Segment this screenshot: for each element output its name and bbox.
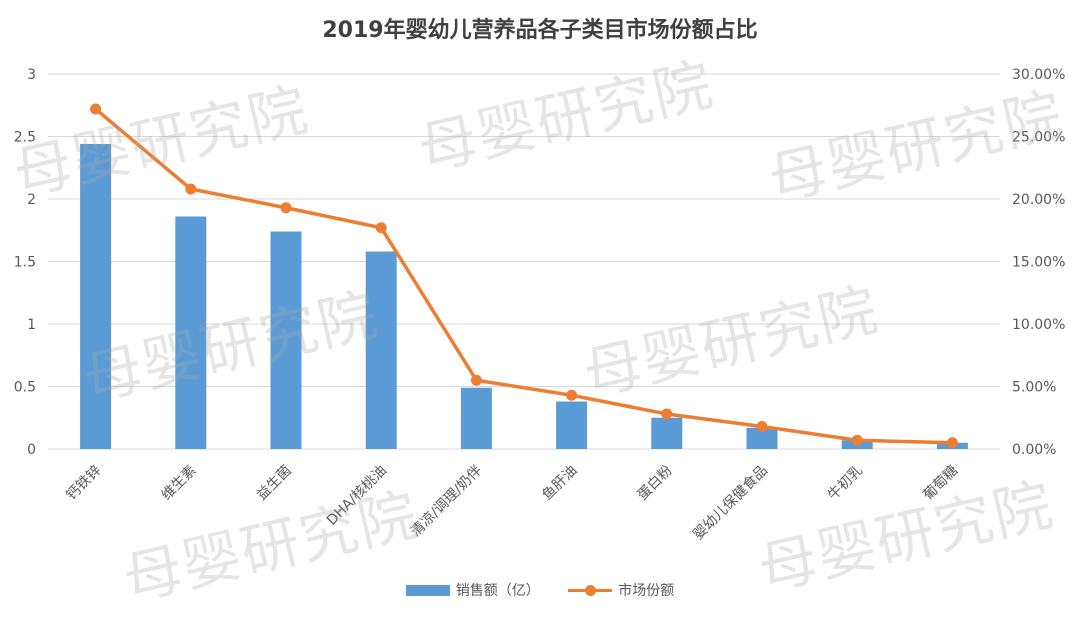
category-labels: 钙铁锌 维生素 益生菌 DHA/核桃油 清凉/调理/奶伴 鱼肝油 蛋白粉 婴幼儿保健食品 牛初乳… (63, 462, 961, 543)
bar (460, 387, 492, 449)
legend-label-line: 市场份额 (618, 583, 675, 599)
line-point (566, 389, 578, 401)
line-point (375, 222, 387, 234)
right-tick-label: 20.00% (1012, 192, 1065, 208)
right-tick-label: 15.00% (1012, 255, 1065, 271)
legend-item-bar: 销售额（亿） (405, 580, 540, 600)
line-point (661, 408, 673, 420)
category-label: 蛋白粉 (635, 463, 676, 504)
left-tick-label: 0.5 (14, 380, 36, 396)
line-point (90, 103, 102, 115)
right-axis-ticks: 0.00% 5.00% 10.00% 15.00% 20.00% 25.00% 30.00% (1012, 67, 1065, 458)
category-label: 维生素 (159, 463, 200, 504)
bar (175, 216, 207, 449)
legend-item-line: 市场份额 (568, 580, 674, 600)
right-tick-label: 0.00% (1012, 442, 1056, 458)
line-series (90, 103, 958, 449)
left-tick-label: 3 (27, 67, 36, 83)
category-label: 牛初乳 (824, 462, 866, 504)
left-tick-label: 1 (27, 317, 36, 333)
category-label: 清凉/调理/奶伴 (408, 463, 485, 540)
left-tick-label: 1.5 (14, 255, 36, 271)
line-point (185, 183, 197, 195)
bar (651, 417, 683, 449)
right-tick-label: 10.00% (1012, 317, 1065, 333)
right-tick-label: 25.00% (1012, 130, 1065, 146)
bar (556, 401, 588, 449)
category-label: DHA/核桃油 (324, 463, 390, 529)
left-tick-label: 2 (27, 192, 36, 208)
category-label: 鱼肝油 (539, 462, 581, 504)
line-point (851, 434, 863, 446)
legend: 销售额（亿） 市场份额 (0, 580, 1080, 600)
bar (365, 251, 397, 449)
category-label: 婴幼儿保健食品 (690, 462, 771, 543)
line-point (756, 421, 768, 432)
right-tick-label: 30.00% (1012, 67, 1065, 83)
series-line (94, 107, 953, 445)
bar-series (80, 144, 968, 449)
chart-title: 2019年婴幼儿营养品各子类目市场份额占比 (322, 18, 758, 43)
left-tick-label: 2.5 (14, 130, 36, 146)
bar (270, 231, 302, 449)
category-label: 益生菌 (254, 463, 295, 504)
right-tick-label: 5.00% (1012, 380, 1056, 396)
legend-label-bar: 销售额（亿） (455, 583, 540, 599)
legend-line-swatch (568, 584, 613, 596)
category-label: 葡萄糖 (920, 463, 961, 504)
bar (746, 427, 778, 449)
legend-bar-swatch (405, 584, 450, 596)
bar (80, 144, 112, 449)
left-axis-ticks: 0 0.5 1 1.5 2 2.5 3 (14, 67, 36, 458)
line-point (280, 202, 292, 214)
left-tick-label: 0 (27, 442, 36, 458)
category-label: 钙铁锌 (63, 463, 104, 504)
line-point (470, 374, 482, 386)
line-point (946, 437, 958, 449)
